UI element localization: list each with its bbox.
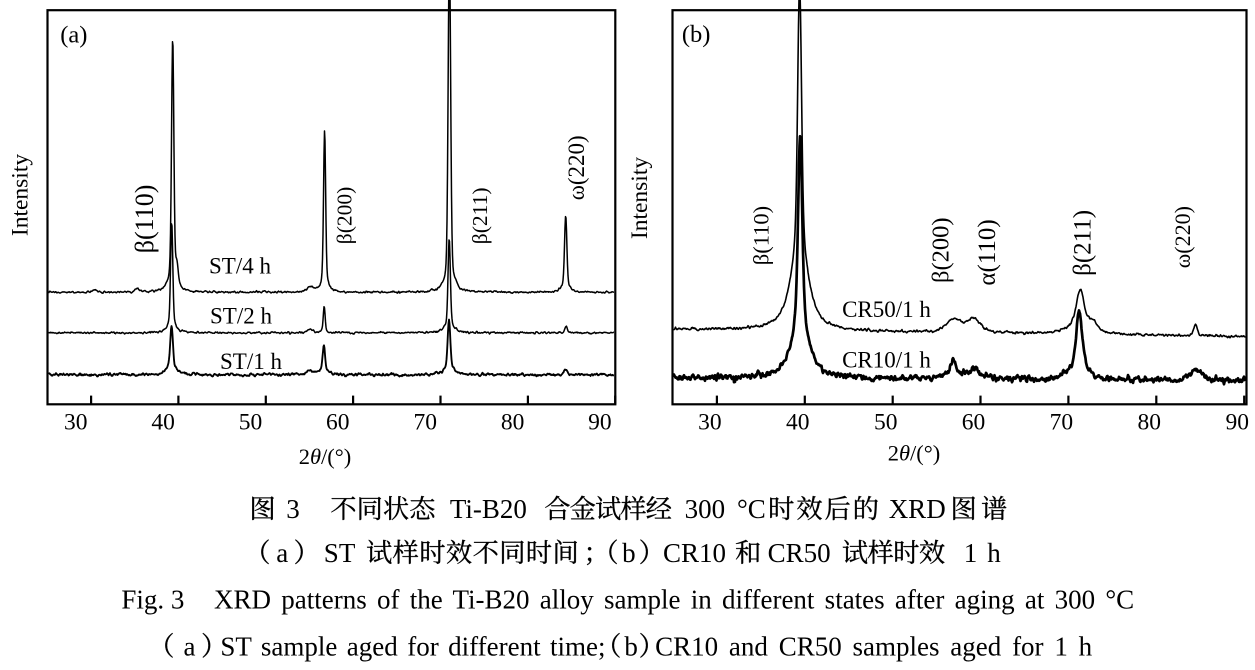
svg-text:70: 70 — [1050, 409, 1074, 435]
svg-text:α(110): α(110) — [974, 219, 1001, 285]
svg-text:ST/4 h: ST/4 h — [209, 254, 271, 279]
svg-text:β(200): β(200) — [333, 187, 357, 245]
svg-text:ST/1 h: ST/1 h — [220, 349, 282, 374]
svg-text:b: b — [622, 538, 636, 568]
svg-text:3: 3 — [286, 494, 300, 524]
svg-text:60: 60 — [326, 409, 350, 435]
svg-text:β(200): β(200) — [928, 217, 955, 283]
svg-text:300: 300 — [685, 494, 726, 524]
svg-text:Intensity: Intensity — [8, 154, 34, 236]
svg-text:β(110): β(110) — [130, 185, 159, 254]
svg-text:50: 50 — [239, 409, 263, 435]
svg-text:ST: ST — [324, 538, 356, 568]
svg-text:50: 50 — [874, 409, 898, 435]
svg-text:40: 40 — [786, 409, 810, 435]
svg-text:ST sample aged for different t: ST sample aged for different time; — [220, 631, 605, 661]
svg-text:β(211): β(211) — [468, 187, 492, 244]
svg-text:60: 60 — [962, 409, 986, 435]
svg-text:XRD: XRD — [889, 494, 946, 524]
svg-text:β(110): β(110) — [749, 206, 774, 265]
svg-text:CR10/1 h: CR10/1 h — [842, 348, 931, 373]
svg-text:b: b — [624, 631, 638, 661]
svg-text:30: 30 — [64, 409, 88, 435]
svg-text:40: 40 — [151, 409, 175, 435]
svg-text:80: 80 — [501, 409, 525, 435]
svg-text:CR10 and CR50 samples aged for: CR10 and CR50 samples aged for 1 h — [655, 631, 1093, 661]
svg-text:°C: °C — [737, 494, 766, 524]
svg-text:1: 1 — [964, 538, 978, 568]
svg-text:(a): (a) — [60, 22, 87, 49]
svg-text:2θ/(°): 2θ/(°) — [888, 441, 941, 466]
svg-text:XRD patterns of the Ti-B20 all: XRD patterns of the Ti-B20 alloy sample … — [214, 585, 1134, 615]
svg-text:2θ/(°): 2θ/(°) — [299, 444, 352, 469]
svg-text:90: 90 — [1225, 409, 1249, 435]
svg-text:ω(220): ω(220) — [564, 135, 589, 200]
svg-text:CR50/1 h: CR50/1 h — [842, 297, 931, 322]
svg-text:β(211): β(211) — [1070, 210, 1097, 276]
svg-text:90: 90 — [588, 409, 612, 435]
svg-text:a: a — [276, 538, 288, 568]
svg-text:CR50: CR50 — [768, 538, 831, 568]
svg-text:Ti-B20: Ti-B20 — [450, 494, 527, 524]
svg-text:a: a — [184, 631, 196, 661]
svg-text:(b): (b) — [682, 21, 711, 48]
svg-text:30: 30 — [698, 409, 722, 435]
svg-text:CR10: CR10 — [663, 538, 726, 568]
svg-text:ω(220): ω(220) — [1170, 206, 1195, 268]
svg-text:ST/2 h: ST/2 h — [210, 304, 272, 329]
svg-text:70: 70 — [413, 409, 437, 435]
svg-text:h: h — [987, 538, 1001, 568]
svg-text:Fig. 3: Fig. 3 — [121, 585, 184, 615]
svg-text:Intensity: Intensity — [627, 157, 653, 239]
svg-text:80: 80 — [1138, 409, 1162, 435]
